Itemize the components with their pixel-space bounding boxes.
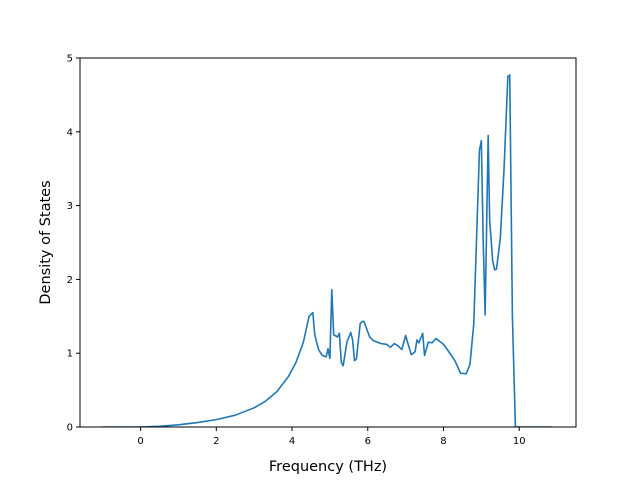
- y-tick-label: 1: [67, 349, 73, 360]
- x-tick-label: 10: [513, 436, 526, 447]
- plot-layer: [102, 74, 552, 427]
- axes-frame: [79, 57, 577, 428]
- x-tick-label: 2: [213, 436, 219, 447]
- y-tick-label: 2: [67, 275, 73, 286]
- y-tick-label: 5: [67, 54, 73, 65]
- x-tick-label: 0: [137, 436, 143, 447]
- y-axis-label: Density of States: [38, 180, 54, 304]
- y-ticks: 0 1 2 3 4 5: [67, 54, 80, 434]
- y-tick-label: 3: [67, 201, 73, 212]
- x-ticks: 0 2 4 6 8 10: [137, 427, 526, 447]
- y-tick-label: 0: [67, 423, 73, 434]
- x-tick-label: 8: [440, 436, 446, 447]
- x-tick-label: 4: [289, 436, 295, 447]
- dos-series-line-0: [102, 74, 552, 427]
- y-tick-label: 4: [67, 127, 73, 138]
- x-axis-label: Frequency (THz): [269, 459, 387, 475]
- x-tick-label: 6: [365, 436, 371, 447]
